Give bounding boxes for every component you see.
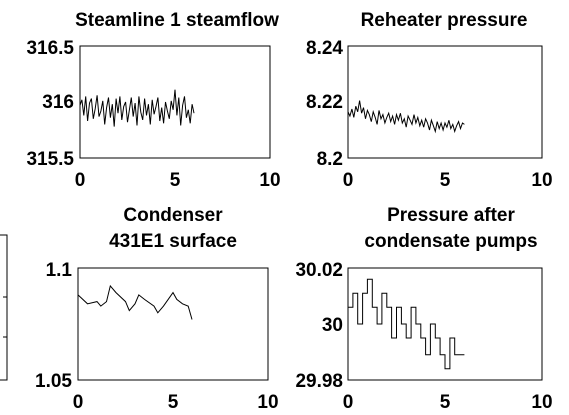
x-tick-label: 5	[440, 392, 451, 413]
plot-frame	[347, 267, 543, 381]
plot-frame	[79, 45, 271, 159]
y-tick-label: 30	[322, 315, 343, 336]
panel-pressure-after-pumps: Pressure after condensate pumps 30.02 30…	[295, 205, 552, 413]
x-tick-label: 0	[75, 170, 86, 191]
panel-title: 431E1 surface	[109, 231, 237, 252]
series-line	[347, 100, 465, 134]
panel-steamline-steamflow: Steamline 1 steamflow 316.5 316 315.5 0 …	[26, 10, 280, 191]
series-line	[77, 284, 193, 320]
x-tick-label: 0	[73, 392, 84, 413]
x-tick-label: 10	[259, 170, 280, 191]
y-tick-label: 315.5	[26, 149, 74, 170]
series-line	[79, 89, 195, 127]
x-tick-label: 5	[170, 170, 181, 191]
y-tick-label: 8.24	[306, 38, 343, 59]
x-tick-label: 0	[343, 392, 354, 413]
x-tick-label: 10	[531, 170, 552, 191]
x-tick-label: 5	[168, 392, 179, 413]
x-tick-label: 10	[257, 392, 278, 413]
plot-frame	[77, 267, 269, 381]
panel-title: Steamline 1 steamflow	[75, 10, 279, 31]
panel-title: condensate pumps	[364, 231, 537, 252]
y-tick-label: 29.98	[295, 371, 343, 392]
panel-condenser-surface: Condenser 431E1 surface 1.1 1.05 0 5 10	[35, 205, 279, 413]
panel-title: Reheater pressure	[361, 10, 528, 31]
plot-frame	[347, 45, 543, 159]
clipped-neighbor-panel	[0, 234, 8, 381]
y-tick-label: 316.5	[26, 38, 74, 59]
x-tick-label: 5	[440, 170, 451, 191]
y-tick-label: 30.02	[295, 260, 343, 281]
y-tick-label: 8.2	[317, 149, 343, 170]
x-tick-label: 0	[343, 170, 354, 191]
y-tick-label: 1.05	[35, 371, 72, 392]
series-line	[348, 278, 465, 370]
y-tick-label: 1.1	[46, 260, 73, 281]
y-tick-label: 8.22	[306, 92, 343, 113]
panel-title: Condenser	[123, 205, 223, 226]
x-tick-label: 10	[531, 392, 552, 413]
y-tick-label: 316	[42, 92, 74, 113]
panel-title: Pressure after	[387, 205, 515, 226]
panel-reheater-pressure: Reheater pressure 8.24 8.22 8.2 0 5 10	[306, 10, 553, 191]
